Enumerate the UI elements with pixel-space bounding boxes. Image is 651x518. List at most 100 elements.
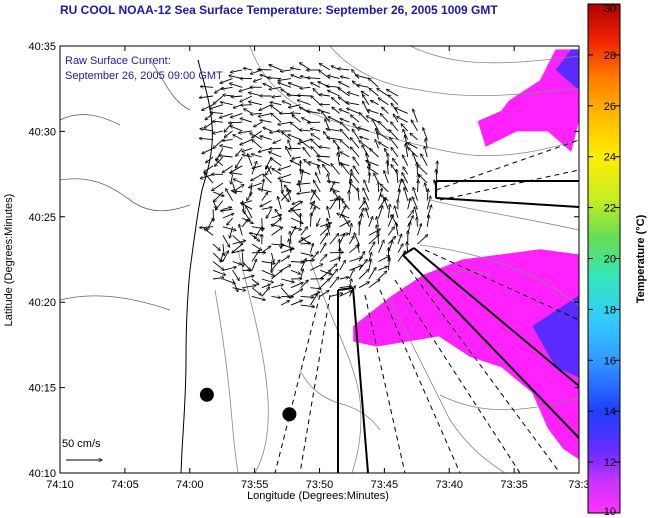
current-vector: [278, 173, 292, 178]
current-vector: [310, 129, 321, 132]
current-vector: [395, 108, 408, 114]
current-vector: [311, 134, 321, 140]
current-vector: [288, 83, 301, 88]
current-vector: [411, 120, 418, 132]
current-vector: [213, 95, 224, 104]
current-vector: [413, 109, 418, 123]
current-vector: [230, 226, 234, 238]
current-vector: [239, 224, 243, 236]
current-vector: [327, 224, 331, 236]
current-vector: [212, 182, 224, 191]
current-vector: [358, 251, 365, 262]
colorbar-tick-label: 28: [604, 50, 616, 62]
current-vector: [319, 254, 327, 262]
current-vector: [312, 190, 321, 201]
current-vector: [310, 252, 318, 262]
current-vector: [402, 155, 409, 166]
current-vector: [327, 138, 340, 141]
current-vector: [241, 105, 253, 106]
current-vector: [271, 296, 281, 297]
current-vector: [353, 157, 360, 166]
current-vector: [388, 258, 389, 271]
current-vector: [331, 164, 340, 175]
current-vector: [349, 257, 362, 262]
current-vector: [340, 77, 350, 80]
current-vector: [375, 139, 379, 149]
current-vector: [297, 100, 311, 106]
current-vector: [280, 301, 289, 306]
current-vector: [358, 282, 369, 289]
current-vector: [318, 159, 331, 167]
current-vector: [297, 191, 311, 194]
current-vector: [417, 217, 418, 227]
current-vector: [348, 92, 360, 97]
current-vector: [340, 122, 350, 132]
current-vector: [397, 244, 403, 254]
current-vector: [299, 140, 311, 149]
current-vector: [338, 69, 350, 70]
current-vector: [261, 261, 275, 264]
current-vector: [320, 269, 332, 274]
current-vector: [271, 270, 283, 280]
current-vector: [232, 240, 246, 245]
current-vector: [378, 98, 389, 106]
current-vector: [272, 96, 282, 97]
current-vector: [397, 234, 402, 245]
current-vector: [280, 256, 289, 262]
current-vector: [278, 83, 292, 88]
current-vector: [310, 264, 323, 271]
current-vector: [348, 268, 354, 280]
current-vector: [311, 83, 321, 88]
colorbar-tick-label: 14: [604, 406, 616, 418]
y-tick-label: 40:15: [28, 383, 56, 395]
current-vector: [269, 65, 282, 71]
current-vector: [292, 157, 301, 159]
current-vector: [290, 160, 301, 167]
current-vector: [378, 240, 385, 253]
current-vector: [339, 221, 351, 228]
current-vector: [213, 121, 223, 122]
current-vector: [393, 158, 399, 166]
current-vector: [350, 147, 360, 158]
current-vector: [310, 288, 321, 289]
current-vector: [388, 95, 399, 106]
current-vector: [249, 182, 262, 188]
current-vector: [231, 174, 233, 184]
y-tick-label: 40:10: [28, 468, 56, 480]
current-vector: [417, 162, 418, 175]
current-vector: [300, 305, 315, 307]
current-vector: [339, 206, 346, 219]
current-vector: [231, 96, 243, 97]
current-vector: [288, 135, 301, 141]
current-vector: [251, 154, 262, 158]
current-vector: [242, 252, 243, 267]
current-vector: [252, 165, 262, 169]
current-vector: [319, 290, 329, 297]
colorbar-tick-label: 12: [604, 457, 616, 469]
current-vector: [240, 95, 253, 102]
current-vector: [384, 197, 389, 210]
current-vector: [427, 189, 428, 201]
current-vector: [347, 108, 360, 114]
current-vector: [241, 209, 250, 221]
current-vector: [329, 234, 339, 245]
current-vector: [261, 246, 271, 254]
contour-line: [419, 244, 579, 306]
current-vector: [378, 271, 387, 280]
colorbar-tick-label: 16: [604, 355, 616, 367]
current-vector: [229, 83, 243, 88]
current-vector: [326, 86, 340, 87]
current-vector: [230, 112, 243, 117]
x-tick-label: 74:05: [111, 479, 139, 491]
current-vector: [240, 139, 253, 145]
current-vector: [200, 173, 214, 178]
current-vector: [261, 269, 275, 276]
current-vector: [380, 184, 389, 193]
current-vector: [317, 217, 321, 226]
current-vector: [340, 139, 350, 149]
current-vector: [270, 158, 282, 167]
current-vector: [261, 287, 270, 297]
current-vector: [362, 95, 370, 105]
current-vector: [368, 242, 375, 254]
current-vector: [319, 95, 330, 97]
